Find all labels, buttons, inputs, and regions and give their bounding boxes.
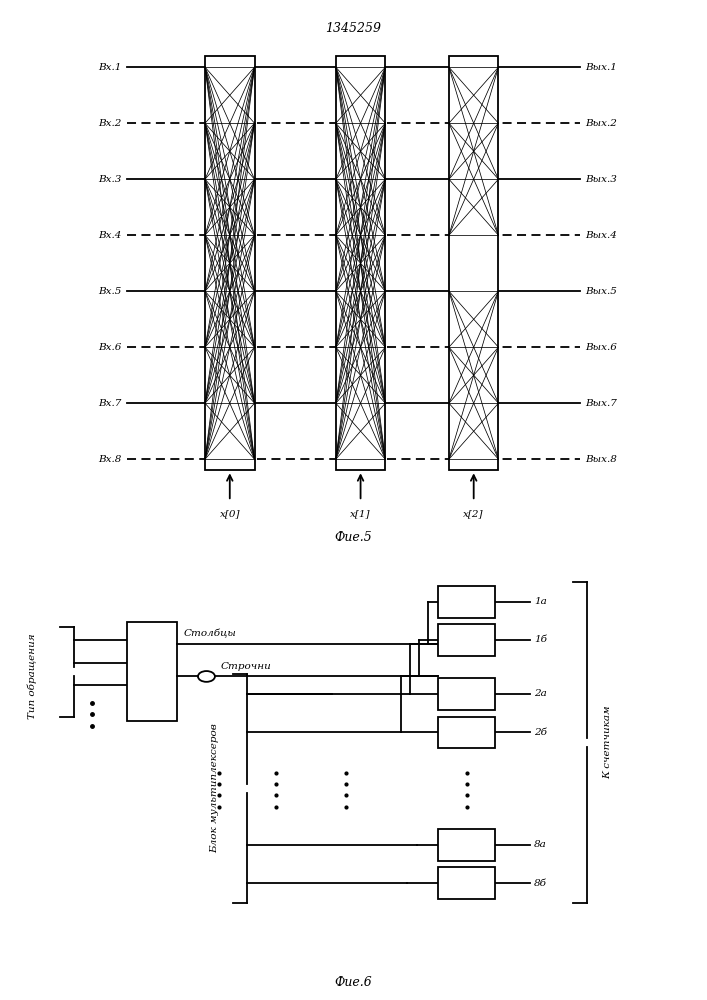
Bar xyxy=(449,56,498,470)
Text: 8б: 8б xyxy=(534,879,547,888)
Text: Вых.5: Вых.5 xyxy=(585,287,617,296)
Text: Вх.2: Вх.2 xyxy=(98,119,122,128)
Text: Вых.2: Вых.2 xyxy=(585,119,617,128)
Bar xyxy=(438,624,495,656)
Text: Фие.6: Фие.6 xyxy=(334,976,373,988)
Text: Вх.8: Вх.8 xyxy=(98,455,122,464)
Bar xyxy=(127,622,177,721)
Text: 2а: 2а xyxy=(534,690,547,698)
Bar xyxy=(336,56,385,470)
Text: 1а: 1а xyxy=(534,597,547,606)
Bar xyxy=(205,56,255,470)
Text: Блок мультиплексеров: Блок мультиплексеров xyxy=(210,724,219,853)
Text: 8а: 8а xyxy=(534,840,547,849)
Bar xyxy=(438,829,495,860)
Text: x[2]: x[2] xyxy=(464,510,484,519)
Text: К счетчикам: К счетчикам xyxy=(604,706,612,779)
Text: 1345259: 1345259 xyxy=(325,21,382,34)
Text: Фие.5: Фие.5 xyxy=(334,531,373,544)
Text: Вых.6: Вых.6 xyxy=(585,343,617,352)
Text: Вх.3: Вх.3 xyxy=(98,175,122,184)
Text: Вх.5: Вх.5 xyxy=(98,287,122,296)
Text: Вых.4: Вых.4 xyxy=(585,231,617,240)
Text: 2б: 2б xyxy=(534,728,547,737)
Text: Вых.7: Вых.7 xyxy=(585,399,617,408)
Text: Вх.6: Вх.6 xyxy=(98,343,122,352)
Text: Вых.1: Вых.1 xyxy=(585,63,617,72)
Text: Вых.8: Вых.8 xyxy=(585,455,617,464)
Text: 1б: 1б xyxy=(534,636,547,645)
Bar xyxy=(438,678,495,710)
Text: x[1]: x[1] xyxy=(351,510,370,519)
Text: Строчни: Строчни xyxy=(221,662,271,671)
Text: Вых.3: Вых.3 xyxy=(585,175,617,184)
Bar xyxy=(438,716,495,748)
Bar xyxy=(438,867,495,899)
Text: Вх.1: Вх.1 xyxy=(98,63,122,72)
Bar xyxy=(438,586,495,617)
Text: Тип обращения: Тип обращения xyxy=(27,633,37,719)
Text: Вх.4: Вх.4 xyxy=(98,231,122,240)
Text: x[0]: x[0] xyxy=(220,510,240,519)
Text: Столбцы: Столбцы xyxy=(184,629,237,638)
Text: Вх.7: Вх.7 xyxy=(98,399,122,408)
